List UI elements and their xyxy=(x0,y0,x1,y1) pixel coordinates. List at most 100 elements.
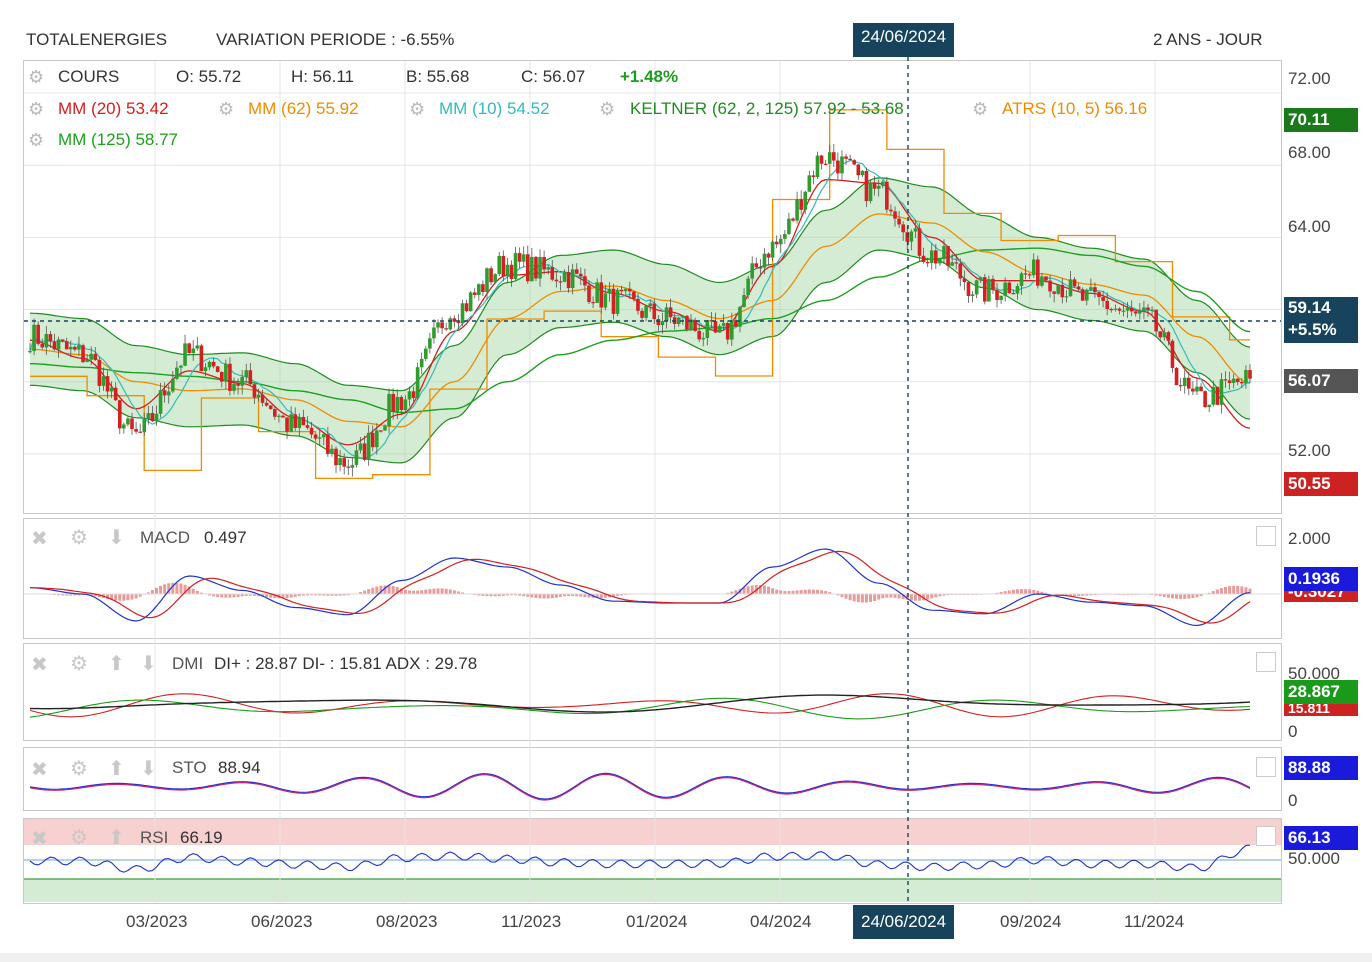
macd-histogram-bar xyxy=(289,594,293,598)
macd-histogram-bar xyxy=(428,589,432,594)
dmi-checkbox[interactable] xyxy=(1256,652,1276,672)
candle-body xyxy=(668,307,673,318)
mm125-gear-icon[interactable]: ⚙ xyxy=(28,130,45,150)
macd-label: MACD xyxy=(140,528,191,547)
macd-histogram-bar xyxy=(244,594,248,596)
macd-histogram-bar xyxy=(248,594,252,596)
atrs-line xyxy=(30,109,1250,480)
legend-mm125: MM (125) 58.77 xyxy=(58,130,178,149)
macd-histogram-bar xyxy=(61,594,65,596)
candle-body xyxy=(162,390,167,396)
macd-histogram-bar xyxy=(934,594,938,598)
rsi-gear-icon[interactable]: ⚙ xyxy=(70,827,88,849)
period-label[interactable]: 2 ANS - JOUR xyxy=(1153,30,1263,49)
macd-histogram-bar xyxy=(567,594,571,596)
candle-body xyxy=(260,394,265,403)
macd-histogram-bar xyxy=(485,594,489,597)
macd-histogram-bar xyxy=(281,594,285,599)
rsi-checkbox[interactable] xyxy=(1256,826,1276,846)
macd-histogram-bar xyxy=(236,594,240,597)
candle-body xyxy=(1089,287,1093,290)
candle-body xyxy=(640,310,644,318)
macd-histogram-bar xyxy=(1248,588,1252,594)
macd-histogram-bar xyxy=(118,594,122,601)
macd-close-icon[interactable]: ✖ xyxy=(31,528,48,550)
dmi-panel[interactable] xyxy=(23,643,1282,741)
candle-body xyxy=(313,434,318,439)
macd-histogram-bar xyxy=(787,591,791,594)
dmi-up-icon[interactable]: ⬆ xyxy=(108,653,125,675)
candle-body xyxy=(207,361,212,368)
sto-close-icon[interactable]: ✖ xyxy=(31,759,48,781)
dmi-gear-icon[interactable]: ⚙ xyxy=(70,653,88,675)
macd-panel[interactable] xyxy=(23,518,1282,639)
candle-body xyxy=(48,334,53,342)
macd-histogram-bar xyxy=(599,594,603,599)
sto-checkbox[interactable] xyxy=(1256,757,1276,777)
sto-gear-icon[interactable]: ⚙ xyxy=(70,758,88,780)
rsi-up-icon[interactable]: ⬆ xyxy=(108,827,125,849)
macd-histogram-bar xyxy=(1175,594,1179,599)
candle-body xyxy=(1244,370,1248,384)
macd-histogram-bar xyxy=(616,594,620,596)
macd-histogram-bar xyxy=(901,594,905,600)
candle-body xyxy=(52,341,57,350)
macd-histogram-bar xyxy=(946,594,950,596)
sto-down-icon[interactable]: ⬇ xyxy=(140,758,157,780)
keltner-gear-icon[interactable]: ⚙ xyxy=(599,99,616,119)
candle-body xyxy=(493,274,497,283)
sto-panel[interactable] xyxy=(23,747,1282,811)
candle-body xyxy=(297,416,302,429)
candle-body xyxy=(236,383,240,386)
candle-body xyxy=(958,263,963,279)
keltner-lower-line xyxy=(29,249,1251,464)
candle-body xyxy=(1240,382,1244,384)
candle-body xyxy=(1154,309,1158,332)
candle-body xyxy=(481,284,485,292)
sto-up-icon[interactable]: ⬆ xyxy=(108,758,125,780)
dmi-down-icon[interactable]: ⬇ xyxy=(140,653,157,675)
macd-histogram-bar xyxy=(1068,594,1072,596)
dmi-tag-green: 28.867 xyxy=(1284,680,1358,704)
candle-body xyxy=(676,317,681,325)
macd-histogram-bar xyxy=(734,590,738,594)
macd-line xyxy=(29,548,1251,627)
candle-body xyxy=(664,307,669,322)
candle-body xyxy=(587,285,591,303)
macd-histogram-bar xyxy=(322,594,326,596)
candle-body xyxy=(256,394,261,398)
candle-body xyxy=(905,232,910,242)
rsi-close-icon[interactable]: ✖ xyxy=(31,828,48,850)
candle-body xyxy=(632,291,636,299)
mm62-gear-icon[interactable]: ⚙ xyxy=(218,99,235,119)
candle-body xyxy=(987,278,991,302)
candle-body xyxy=(783,234,787,239)
mm20-gear-icon[interactable]: ⚙ xyxy=(28,99,45,119)
variation-periode: VARIATION PERIODE : -6.55% xyxy=(216,30,455,49)
candle-body xyxy=(1101,297,1105,301)
macd-checkbox[interactable] xyxy=(1256,526,1276,546)
macd-histogram-bar xyxy=(456,591,460,594)
cours-gear-icon[interactable]: ⚙ xyxy=(28,67,45,87)
candle-body xyxy=(77,345,81,350)
macd-histogram-bar xyxy=(530,594,534,598)
candle-body xyxy=(354,450,359,465)
macd-histogram-bar xyxy=(611,594,615,597)
macd-histogram-bar xyxy=(595,594,599,599)
candle-body xyxy=(232,383,236,391)
macd-down-icon[interactable]: ⬇ xyxy=(108,527,125,549)
atrs-gear-icon[interactable]: ⚙ xyxy=(972,99,989,119)
candle-body xyxy=(464,303,469,312)
macd-gear-icon[interactable]: ⚙ xyxy=(70,527,88,549)
macd-histogram-bar xyxy=(811,589,815,594)
legend-mm62: MM (62) 55.92 xyxy=(248,99,359,118)
candle-body xyxy=(550,267,555,280)
macd-histogram-bar xyxy=(1170,594,1174,599)
mm10-gear-icon[interactable]: ⚙ xyxy=(409,99,426,119)
candle-body xyxy=(1076,286,1081,290)
candle-body xyxy=(293,414,298,429)
macd-histogram-bar xyxy=(69,594,73,596)
macd-histogram-bar xyxy=(856,594,860,603)
candle-body xyxy=(648,303,653,307)
dmi-close-icon[interactable]: ✖ xyxy=(31,654,48,676)
